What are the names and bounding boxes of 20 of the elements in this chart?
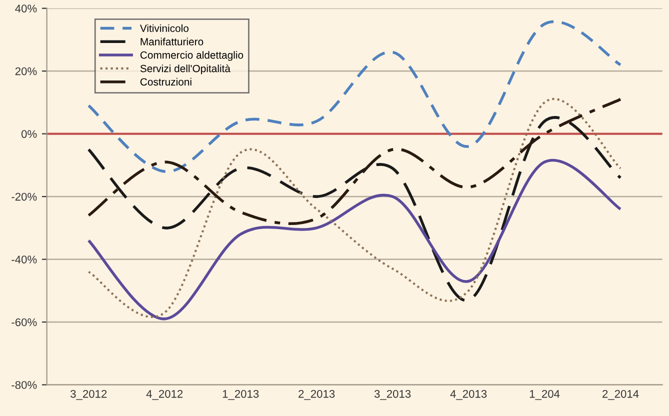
x-tick-label: 4_2012 — [146, 390, 183, 400]
x-tick-label: 3_2013 — [374, 390, 411, 400]
x-tick-label: 3_2012 — [70, 390, 107, 400]
y-tick-label: 0% — [21, 130, 37, 138]
legend-label: Commercio aldettaglio — [140, 51, 244, 61]
x-tick-label: 4_2013 — [450, 390, 487, 400]
x-tick-label: 1_2013 — [222, 390, 259, 400]
legend-label: Manifatturiero — [140, 38, 204, 46]
y-tick-label: 40% — [15, 4, 37, 12]
x-tick-label: 2_2013 — [298, 390, 335, 400]
y-tick-label: -60% — [12, 318, 37, 326]
y-tick-label: -40% — [12, 256, 37, 264]
legend-label: Vitivinicolo — [140, 24, 189, 32]
x-tick-label: 2_2014 — [602, 390, 639, 400]
y-tick-label: 20% — [15, 67, 37, 76]
y-tick-label: -80% — [12, 381, 37, 389]
legend-label: Costruzioni — [140, 78, 192, 86]
legend-label: Servizi dell'Opitalità — [140, 64, 230, 74]
x-tick-label: 1_204 — [530, 390, 560, 400]
y-tick-label: -20% — [12, 192, 37, 201]
